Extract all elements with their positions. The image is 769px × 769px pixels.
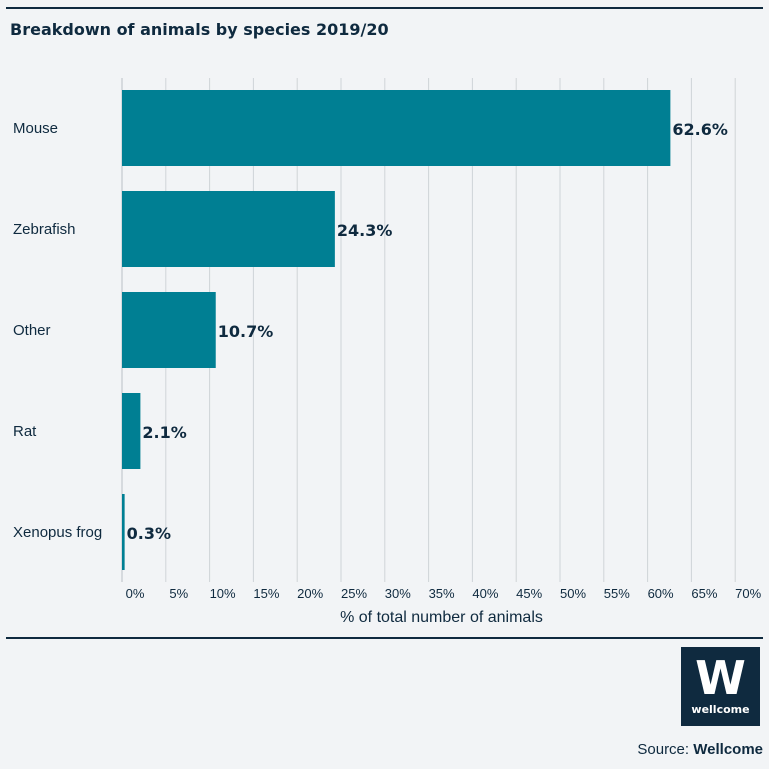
source-prefix: Source: bbox=[637, 741, 690, 758]
bar bbox=[122, 90, 671, 166]
x-tick-label: 5% bbox=[169, 586, 188, 601]
x-tick-label: 35% bbox=[429, 586, 455, 601]
category-label: Xenopus frog bbox=[13, 524, 102, 541]
x-tick-label: 45% bbox=[516, 586, 542, 601]
x-tick-label: 60% bbox=[648, 586, 674, 601]
bar-chart: Mouse 62.6% Zebrafish 24.3% Other 10.7% Rat 2.1… bbox=[13, 78, 762, 626]
source-name: Wellcome bbox=[693, 741, 763, 758]
x-tick-label: 40% bbox=[472, 586, 498, 601]
x-axis-title: % of total number of animals bbox=[340, 609, 543, 626]
source-credit: Source: Wellcome bbox=[637, 741, 763, 758]
x-tick-label: 65% bbox=[691, 586, 717, 601]
bottom-rule bbox=[6, 637, 763, 639]
logo-wordmark: wellcome bbox=[691, 703, 750, 716]
x-tick-label: 50% bbox=[560, 586, 586, 601]
category-label: Other bbox=[13, 322, 51, 339]
value-label: 62.6% bbox=[672, 120, 728, 139]
x-tick-label: 70% bbox=[735, 586, 761, 601]
chart-title: Breakdown of animals by species 2019/20 bbox=[10, 20, 389, 39]
value-label: 10.7% bbox=[218, 322, 274, 341]
bar bbox=[122, 494, 125, 570]
x-tick-label: 20% bbox=[297, 586, 323, 601]
value-label: 0.3% bbox=[127, 524, 171, 543]
value-label: 2.1% bbox=[142, 423, 186, 442]
category-label: Rat bbox=[13, 423, 37, 440]
bar bbox=[122, 292, 216, 368]
wellcome-logo: W wellcome bbox=[681, 647, 760, 726]
category-label: Zebrafish bbox=[13, 221, 76, 238]
value-label: 24.3% bbox=[337, 221, 393, 240]
x-tick-label: 25% bbox=[341, 586, 367, 601]
x-tick-label: 55% bbox=[604, 586, 630, 601]
x-tick-label: 15% bbox=[253, 586, 279, 601]
top-rule bbox=[6, 7, 763, 9]
bar bbox=[122, 191, 335, 267]
bar bbox=[122, 393, 141, 469]
x-tick-label: 10% bbox=[210, 586, 236, 601]
x-tick-label: 30% bbox=[385, 586, 411, 601]
x-tick-label: 0% bbox=[126, 586, 145, 601]
category-label: Mouse bbox=[13, 120, 58, 137]
logo-mark: W bbox=[695, 651, 746, 705]
